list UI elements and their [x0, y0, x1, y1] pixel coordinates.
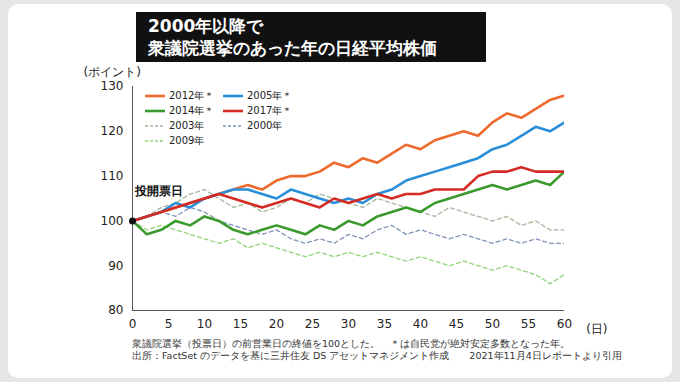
svg-text:130: 130 — [101, 79, 124, 93]
svg-text:35: 35 — [377, 317, 392, 331]
svg-text:(日): (日) — [586, 322, 607, 336]
svg-text:120: 120 — [101, 124, 124, 138]
html-text:2000年: 2000年 — [247, 120, 283, 131]
svg-text:45: 45 — [449, 317, 464, 331]
svg-text:30: 30 — [341, 317, 356, 331]
svg-text:55: 55 — [521, 317, 536, 331]
html-text:衆議院選挙（投票日）の前営業日の終値を100とした。 ＊は自: 衆議院選挙（投票日）の前営業日の終値を100とした。 ＊は自民党が絶対安定多数と… — [132, 338, 571, 349]
svg-text:10: 10 — [197, 317, 212, 331]
svg-text:投開票日: 投開票日 — [134, 184, 183, 198]
svg-text:60: 60 — [557, 317, 572, 331]
html-text:2014年＊: 2014年＊ — [169, 105, 215, 116]
svg-text:5: 5 — [165, 317, 173, 331]
html-text:2012年＊: 2012年＊ — [169, 90, 215, 101]
html-text:2005年＊: 2005年＊ — [247, 90, 293, 101]
html-text:出所：FactSet のデータを基に三井住友 DS アセット: 出所：FactSet のデータを基に三井住友 DS アセットマネジメント作成 2… — [132, 350, 622, 361]
svg-text:0: 0 — [129, 317, 137, 331]
html-text:2000年以降で 衆議院選挙のあった年の日経平均株価: 2000年以降で 衆議院選挙のあった年の日経平均株価 — [148, 16, 437, 58]
svg-text:(ポイント): (ポイント) — [84, 65, 141, 79]
html-text:2003年: 2003年 — [169, 120, 205, 131]
svg-text:100: 100 — [101, 214, 124, 228]
svg-text:110: 110 — [101, 169, 124, 183]
svg-text:25: 25 — [305, 317, 320, 331]
svg-text:90: 90 — [108, 259, 123, 273]
svg-text:20: 20 — [269, 317, 284, 331]
svg-text:15: 15 — [233, 317, 248, 331]
svg-text:80: 80 — [108, 303, 123, 317]
svg-text:50: 50 — [485, 317, 500, 331]
svg-text:40: 40 — [413, 317, 428, 331]
html-text:2009年: 2009年 — [169, 135, 205, 146]
html-text:2017年＊: 2017年＊ — [247, 105, 293, 116]
